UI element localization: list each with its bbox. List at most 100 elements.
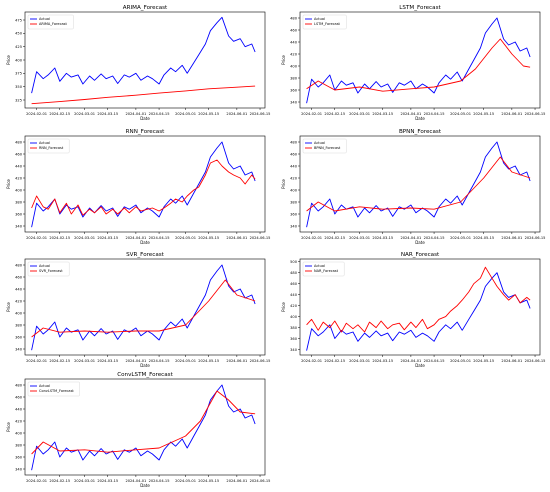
- x-tick-label: 2024-03-01: [74, 236, 95, 240]
- y-tick-label: 420: [290, 304, 298, 308]
- y-tick-label: 460: [15, 395, 23, 399]
- y-tick-label: 340: [15, 347, 23, 351]
- legend-label: Actual: [314, 141, 325, 145]
- plot-frame: [299, 11, 541, 109]
- x-tick-label: 2024-06-15: [250, 359, 271, 363]
- y-tick-label: 400: [15, 188, 23, 192]
- x-tick-label: 2024-02-15: [49, 359, 70, 363]
- y-tick-label: 440: [15, 287, 23, 291]
- y-tick-label: 360: [290, 88, 298, 92]
- x-tick-label: 2024-02-01: [26, 479, 47, 483]
- y-tick-label: 480: [15, 140, 23, 144]
- legend-label: Actual: [39, 17, 50, 21]
- x-tick-label: 2024-05-15: [198, 479, 219, 483]
- x-tick-label: 2024-04-15: [424, 112, 445, 116]
- legend-label: Actual: [39, 141, 50, 145]
- chart-title: ARIMA_Forecast: [123, 5, 168, 11]
- x-axis-label: Date: [140, 363, 150, 368]
- x-tick-label: 2024-03-01: [349, 112, 370, 116]
- y-tick-label: 475: [15, 18, 22, 22]
- x-axis-label: Date: [140, 240, 150, 245]
- x-tick-label: 2024-06-01: [501, 236, 522, 240]
- x-tick-label: 2024-03-15: [372, 236, 393, 240]
- y-axis-label: Price: [281, 179, 286, 189]
- x-tick-label: 2024-05-15: [198, 112, 219, 116]
- plot-frame: [299, 135, 541, 233]
- legend-label: RNN_Forecast: [39, 146, 64, 150]
- chart-panel: NAR_Forecast 2024-02-01 2024-02-15 2024-03-…: [281, 252, 545, 368]
- legend-box: [27, 261, 70, 277]
- x-axis-label: Date: [140, 483, 150, 488]
- x-tick-label: 2024-02-15: [324, 112, 345, 116]
- y-tick-label: 400: [290, 64, 298, 68]
- y-tick-label: 440: [290, 40, 298, 44]
- x-tick-label: 2024-02-15: [324, 359, 345, 363]
- x-tick-label: 2024-06-15: [250, 479, 271, 483]
- series-line: [306, 266, 531, 333]
- y-tick-label: 460: [15, 152, 23, 156]
- series-line: [31, 279, 256, 338]
- x-tick-label: 2024-03-01: [349, 359, 370, 363]
- y-tick-label: 400: [15, 431, 23, 435]
- x-tick-label: 2024-03-15: [372, 359, 393, 363]
- y-tick-label: 450: [15, 32, 23, 36]
- x-tick-label: 2024-02-01: [301, 236, 322, 240]
- y-tick-label: 500: [290, 260, 298, 264]
- x-tick-label: 2024-06-15: [525, 236, 546, 240]
- legend-label: SVR_Forecast: [39, 269, 63, 273]
- y-tick-label: 375: [15, 72, 22, 76]
- x-tick-label: 2024-06-01: [226, 479, 247, 483]
- legend-label: LSTM_Forecast: [314, 22, 341, 26]
- x-tick-label: 2024-03-01: [74, 479, 95, 483]
- y-tick-label: 480: [290, 140, 298, 144]
- x-tick-label: 2024-03-15: [372, 112, 393, 116]
- chart-panel: ConvLSTM_Forecast 2024-02-01 2024-02-15 202…: [6, 372, 270, 488]
- chart-title: BPNN_Forecast: [399, 129, 442, 135]
- x-tick-label: 2024-06-15: [525, 359, 546, 363]
- x-tick-label: 2024-06-01: [226, 236, 247, 240]
- plot-frame: [24, 258, 266, 356]
- y-tick-label: 325: [15, 98, 22, 102]
- y-tick-label: 380: [15, 323, 23, 327]
- y-tick-label: 440: [15, 164, 23, 168]
- series-line: [31, 264, 256, 351]
- legend-box: [27, 14, 74, 30]
- y-tick-label: 440: [290, 164, 298, 168]
- y-tick-label: 380: [290, 200, 298, 204]
- y-tick-label: 420: [15, 299, 23, 303]
- x-tick-label: 2024-02-15: [49, 479, 70, 483]
- series-line: [306, 17, 531, 104]
- x-tick-label: 2024-03-15: [97, 479, 118, 483]
- series-line: [306, 156, 531, 212]
- y-tick-label: 480: [15, 263, 23, 267]
- y-tick-label: 460: [15, 275, 23, 279]
- y-axis-label: Price: [6, 302, 11, 312]
- plot-frame: [299, 258, 541, 356]
- y-tick-label: 480: [290, 16, 298, 20]
- x-tick-label: 2024-02-01: [26, 236, 47, 240]
- chart-panel: RNN_Forecast 2024-02-01 2024-02-15 2024-03-…: [6, 129, 270, 245]
- legend-label: BPNN_Forecast: [314, 146, 341, 150]
- y-tick-label: 380: [15, 200, 23, 204]
- chart-title: RNN_Forecast: [126, 129, 166, 135]
- x-axis-label: Date: [415, 240, 425, 245]
- y-axis-label: Price: [281, 55, 286, 65]
- y-tick-label: 460: [290, 152, 298, 156]
- y-axis-label: Price: [281, 302, 286, 312]
- y-tick-label: 460: [290, 28, 298, 32]
- x-tick-label: 2024-02-01: [26, 112, 47, 116]
- series-line: [306, 141, 531, 228]
- chart-panel: SVR_Forecast 2024-02-01 2024-02-15 2024-03-…: [6, 252, 270, 368]
- y-tick-label: 425: [15, 45, 22, 49]
- x-tick-label: 2024-04-15: [149, 359, 170, 363]
- x-tick-label: 2024-04-01: [400, 359, 421, 363]
- y-tick-label: 340: [15, 467, 23, 471]
- legend-label: NAR_Forecast: [314, 269, 339, 273]
- y-tick-label: 360: [290, 337, 298, 341]
- x-tick-label: 2024-04-15: [424, 236, 445, 240]
- series-line: [31, 390, 256, 455]
- x-tick-label: 2024-04-15: [149, 112, 170, 116]
- y-tick-label: 400: [15, 58, 23, 62]
- series-line: [31, 159, 256, 216]
- legend-label: ConvLSTM_Forecast: [39, 389, 74, 393]
